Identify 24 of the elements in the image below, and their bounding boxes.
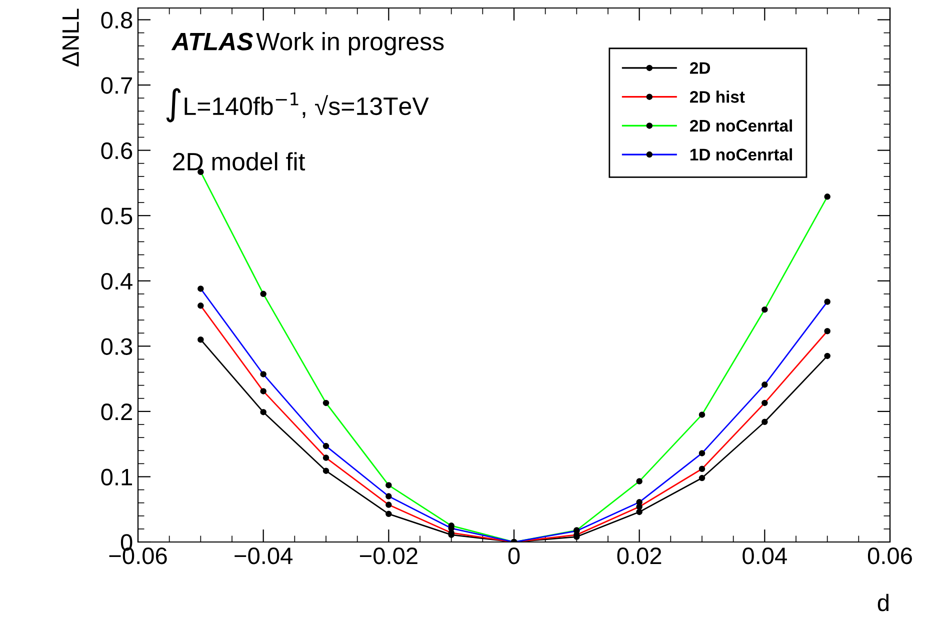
legend-label: 1D noCenrtal <box>690 148 792 161</box>
x-tick-label: 0.02 <box>617 547 662 564</box>
x-tick-label: 0.04 <box>742 547 787 564</box>
x-axis-title: d <box>878 594 888 612</box>
x-tick-label: 0 <box>508 547 520 564</box>
y-tick-label: 0.2 <box>101 404 132 420</box>
annotation: ATLAS <box>171 32 254 50</box>
y-tick-label: 0.5 <box>101 208 132 224</box>
legend-label: 2D <box>690 62 710 74</box>
y-tick-label: 0.4 <box>101 272 132 290</box>
y-tick-label: 0.8 <box>101 12 132 29</box>
legend-label: 2D noCenrtal <box>690 119 792 132</box>
annotation: ∫L=140fb$^{−1}$, √s=13TeV <box>166 88 429 122</box>
annotation: 2D model fit <box>173 152 306 171</box>
x-tick-label: −0.04 <box>234 547 293 564</box>
y-tick-label: 0.7 <box>101 77 132 94</box>
annotation: Work in progress <box>256 32 444 56</box>
x-tick-label: 0.06 <box>868 547 912 564</box>
y-tick-label: 0.1 <box>101 468 132 486</box>
legend-label: 2D hist <box>690 90 745 103</box>
y-axis-title: ΔNLL <box>62 8 79 66</box>
x-tick-label: −0.02 <box>360 547 418 564</box>
y-tick-label: 0.6 <box>101 142 132 160</box>
y-tick-label: 0.3 <box>101 338 132 355</box>
